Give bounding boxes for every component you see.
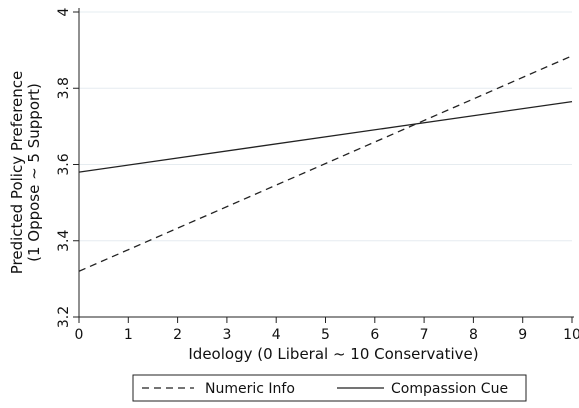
series-line-numeric-info: [78, 55, 573, 272]
x-tick-label: 6: [370, 327, 379, 343]
x-tick-label: 3: [222, 327, 231, 343]
y-tick-label: 3.2: [56, 306, 72, 328]
y-axis-title-line-2: (1 Oppose ~ 5 Support): [25, 83, 43, 262]
y-axis-title-line-1: Predicted Policy Preference: [8, 71, 26, 275]
x-tick-label: 5: [321, 327, 330, 343]
series-lines: [78, 55, 573, 272]
x-tick-label: 9: [518, 327, 527, 343]
x-tick-label: 4: [272, 327, 281, 343]
y-tick-label: 3.6: [56, 153, 72, 175]
legend-label-compassion-cue: Compassion Cue: [391, 381, 508, 397]
x-tick-label: 8: [469, 327, 478, 343]
axes: [73, 8, 574, 323]
x-tick-label: 0: [75, 327, 84, 343]
x-tick-label: 2: [173, 327, 182, 343]
legend: Numeric Info Compassion Cue: [132, 374, 527, 402]
x-tick-label: 1: [124, 327, 133, 343]
y-tick-label: 3.8: [56, 77, 72, 99]
series-line-compassion-cue: [78, 100, 573, 173]
gridlines: [79, 11, 572, 318]
legend-label-numeric-info: Numeric Info: [205, 381, 295, 397]
y-tick-label: 4: [56, 7, 72, 16]
x-tick-label: 10: [563, 327, 579, 343]
x-axis-title: Ideology (0 Liberal ~ 10 Conservative): [188, 345, 478, 363]
x-tick-label: 7: [420, 327, 429, 343]
legend-box: [132, 374, 527, 402]
axis-labels: 3.2 3.4 3.6 3.8 4 0 1 2 3 4 5 6 7 8 9 10 Ideology (0 Lib…: [8, 7, 579, 363]
y-tick-label: 3.4: [56, 230, 72, 252]
